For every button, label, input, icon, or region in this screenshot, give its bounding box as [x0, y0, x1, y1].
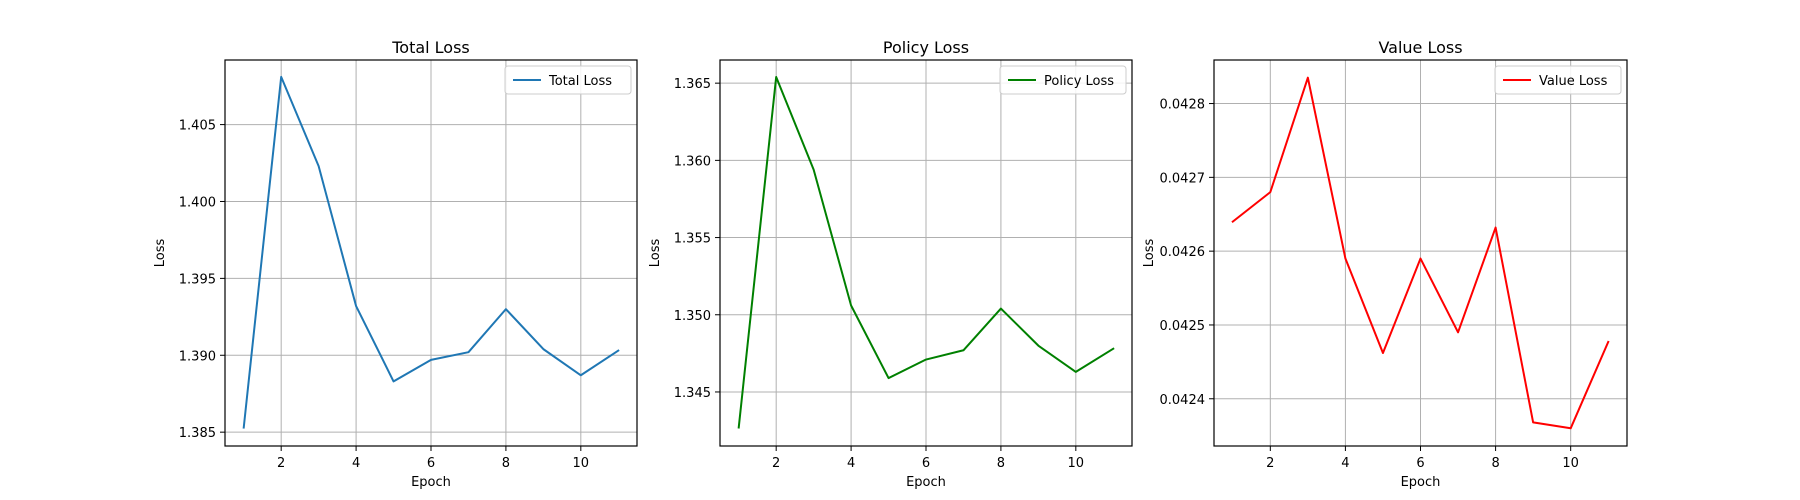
y-axis-label: Loss — [153, 239, 168, 268]
y-tick-label: 1.390 — [179, 349, 216, 364]
y-tick-label: 1.365 — [674, 77, 711, 92]
x-tick-label: 4 — [1341, 456, 1349, 471]
x-tick-label: 8 — [1491, 456, 1499, 471]
chart-title: Total Loss — [391, 38, 470, 57]
y-tick-label: 1.395 — [179, 272, 216, 287]
y-tick-label: 0.0426 — [1160, 245, 1206, 260]
x-axis-label: Epoch — [411, 475, 451, 490]
legend-box — [999, 65, 1127, 95]
legend: Total Loss — [504, 65, 632, 95]
y-tick-label: 0.0425 — [1160, 319, 1206, 334]
y-tick-label: 1.345 — [674, 386, 711, 401]
x-tick-label: 10 — [1562, 456, 1579, 471]
x-tick-label: 2 — [277, 456, 285, 471]
chart-panel-2: 2 4 6 8 10 1.345 1.350 1.355 1.360 1.365 Policy Lo… — [648, 38, 1133, 490]
legend-label: Policy Loss — [1044, 74, 1114, 89]
legend: Value Loss — [1494, 65, 1622, 95]
y-tick-label: 1.400 — [179, 195, 216, 210]
y-tick-label: 0.0428 — [1160, 98, 1206, 113]
legend-box — [504, 65, 632, 95]
x-tick-label: 4 — [352, 456, 360, 471]
legend-box — [1494, 65, 1622, 95]
chart-panel-1: 2 4 6 8 10 1.385 1.390 1.395 1.400 1.405 Total Los… — [153, 38, 638, 490]
y-tick-label: 1.385 — [179, 426, 216, 441]
x-tick-label: 2 — [1266, 456, 1274, 471]
x-tick-label: 6 — [1416, 456, 1424, 471]
y-tick-label: 0.0427 — [1160, 171, 1206, 186]
x-tick-label: 6 — [922, 456, 930, 471]
x-tick-label: 8 — [502, 456, 510, 471]
y-tick-label: 1.360 — [674, 154, 711, 169]
legend-label: Total Loss — [548, 74, 612, 89]
y-tick-label: 1.350 — [674, 309, 711, 324]
y-tick-label: 1.355 — [674, 232, 711, 247]
x-tick-label: 6 — [427, 456, 435, 471]
x-tick-label: 4 — [847, 456, 855, 471]
y-axis-label: Loss — [1142, 239, 1157, 268]
x-tick-label: 2 — [772, 456, 780, 471]
x-axis-label: Epoch — [1401, 475, 1441, 490]
y-axis-label: Loss — [648, 239, 663, 268]
legend-label: Value Loss — [1539, 74, 1608, 89]
x-axis-label: Epoch — [906, 475, 946, 490]
x-tick-label: 10 — [1068, 456, 1085, 471]
chart-title: Value Loss — [1378, 38, 1462, 57]
y-tick-label: 1.405 — [179, 119, 216, 134]
x-tick-label: 8 — [997, 456, 1005, 471]
legend: Policy Loss — [999, 65, 1127, 95]
y-tick-label: 0.0424 — [1160, 393, 1206, 408]
chart-title: Policy Loss — [883, 38, 969, 57]
x-tick-label: 10 — [573, 456, 590, 471]
chart-panel-3: 2 4 6 8 10 0.0424 0.0425 0.0426 0.0427 0.0428 Valu… — [1142, 38, 1628, 490]
